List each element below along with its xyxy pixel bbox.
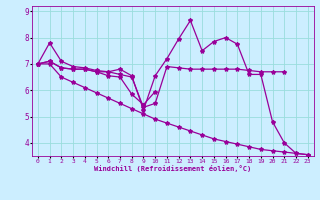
X-axis label: Windchill (Refroidissement éolien,°C): Windchill (Refroidissement éolien,°C) [94, 165, 252, 172]
